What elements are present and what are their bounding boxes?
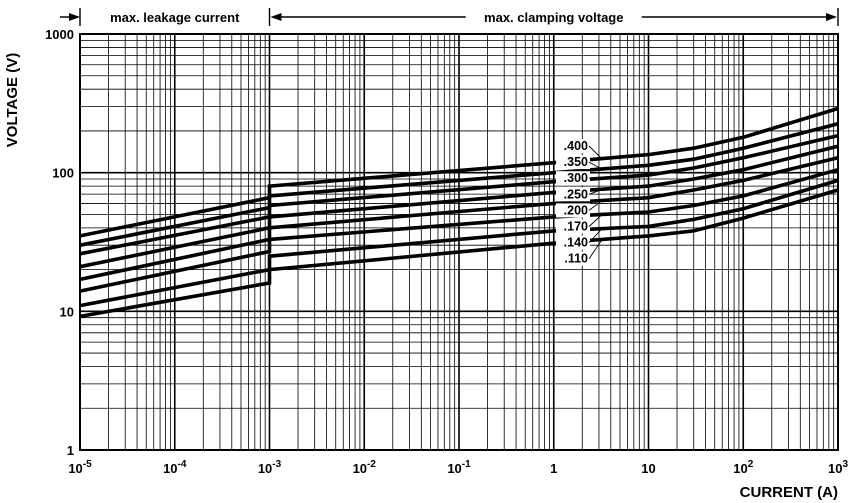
series-label: .200 — [564, 203, 588, 217]
region-arrow-head — [826, 13, 837, 21]
y-tick-label: 1000 — [45, 27, 74, 42]
series-leader-line — [588, 145, 603, 160]
series-label-bg — [556, 235, 590, 250]
series-label: .300 — [564, 171, 588, 185]
plot-frame — [79, 33, 839, 451]
y-tick-label: 100 — [52, 166, 74, 181]
series-label-bg — [556, 251, 590, 266]
series-label-bg — [556, 171, 590, 186]
y-axis-title: VOLTAGE (V) — [4, 53, 21, 147]
x-tick-label: 10-2 — [353, 459, 377, 476]
tick-labels: 10-5 10-4 10-3 10-2 10-1 1 10 102 103 1 10 100 1000 — [45, 27, 848, 476]
series-label: .140 — [564, 236, 588, 250]
series-leader-line — [588, 239, 603, 259]
series-label-bg — [556, 219, 590, 234]
series-label-bg — [556, 203, 590, 218]
x-tick-label: 10-3 — [258, 459, 282, 476]
grid — [79, 33, 839, 451]
series-labels: .400 .350 .300 .250 .200 .170 .140 .110 — [556, 139, 603, 266]
x-tick-label: 1 — [550, 461, 557, 476]
series-label-bg — [556, 155, 590, 170]
x-tick-label: 10 — [641, 461, 655, 476]
y-tick-label: 10 — [60, 304, 74, 319]
series-line — [79, 178, 839, 308]
series-leader-line — [588, 228, 603, 243]
series-leader-line — [588, 214, 603, 227]
series-line — [79, 167, 839, 293]
x-tick-label: 10-5 — [68, 459, 92, 476]
series-label: .250 — [564, 187, 588, 201]
series-label-bg — [556, 139, 590, 153]
series-leader-line — [588, 161, 603, 170]
region-arrow-head — [270, 13, 282, 21]
series-label: .400 — [564, 139, 588, 153]
x-axis-title: CURRENT (A) — [740, 484, 838, 501]
series-label: .170 — [564, 220, 588, 234]
series-label: .350 — [564, 155, 588, 169]
series-leader-line — [588, 200, 603, 211]
x-tick-label: 10-1 — [447, 459, 471, 476]
series-leader-line — [588, 189, 603, 195]
region-annotations: max. leakage current max. clamping voltag… — [60, 8, 839, 26]
series-label-bg — [556, 187, 590, 202]
y-tick-label: 1 — [67, 443, 74, 458]
series-label: .110 — [564, 252, 588, 266]
region-label-clamping: max. clamping voltage — [484, 10, 623, 25]
region-label-leakage: max. leakage current — [110, 10, 240, 25]
series-line — [79, 188, 839, 319]
region-arrow-head — [69, 13, 80, 21]
x-tick-label: 102 — [733, 459, 753, 476]
series-line — [79, 156, 839, 282]
x-tick-label: 10-4 — [163, 459, 187, 476]
x-tick-label: 103 — [828, 459, 848, 476]
